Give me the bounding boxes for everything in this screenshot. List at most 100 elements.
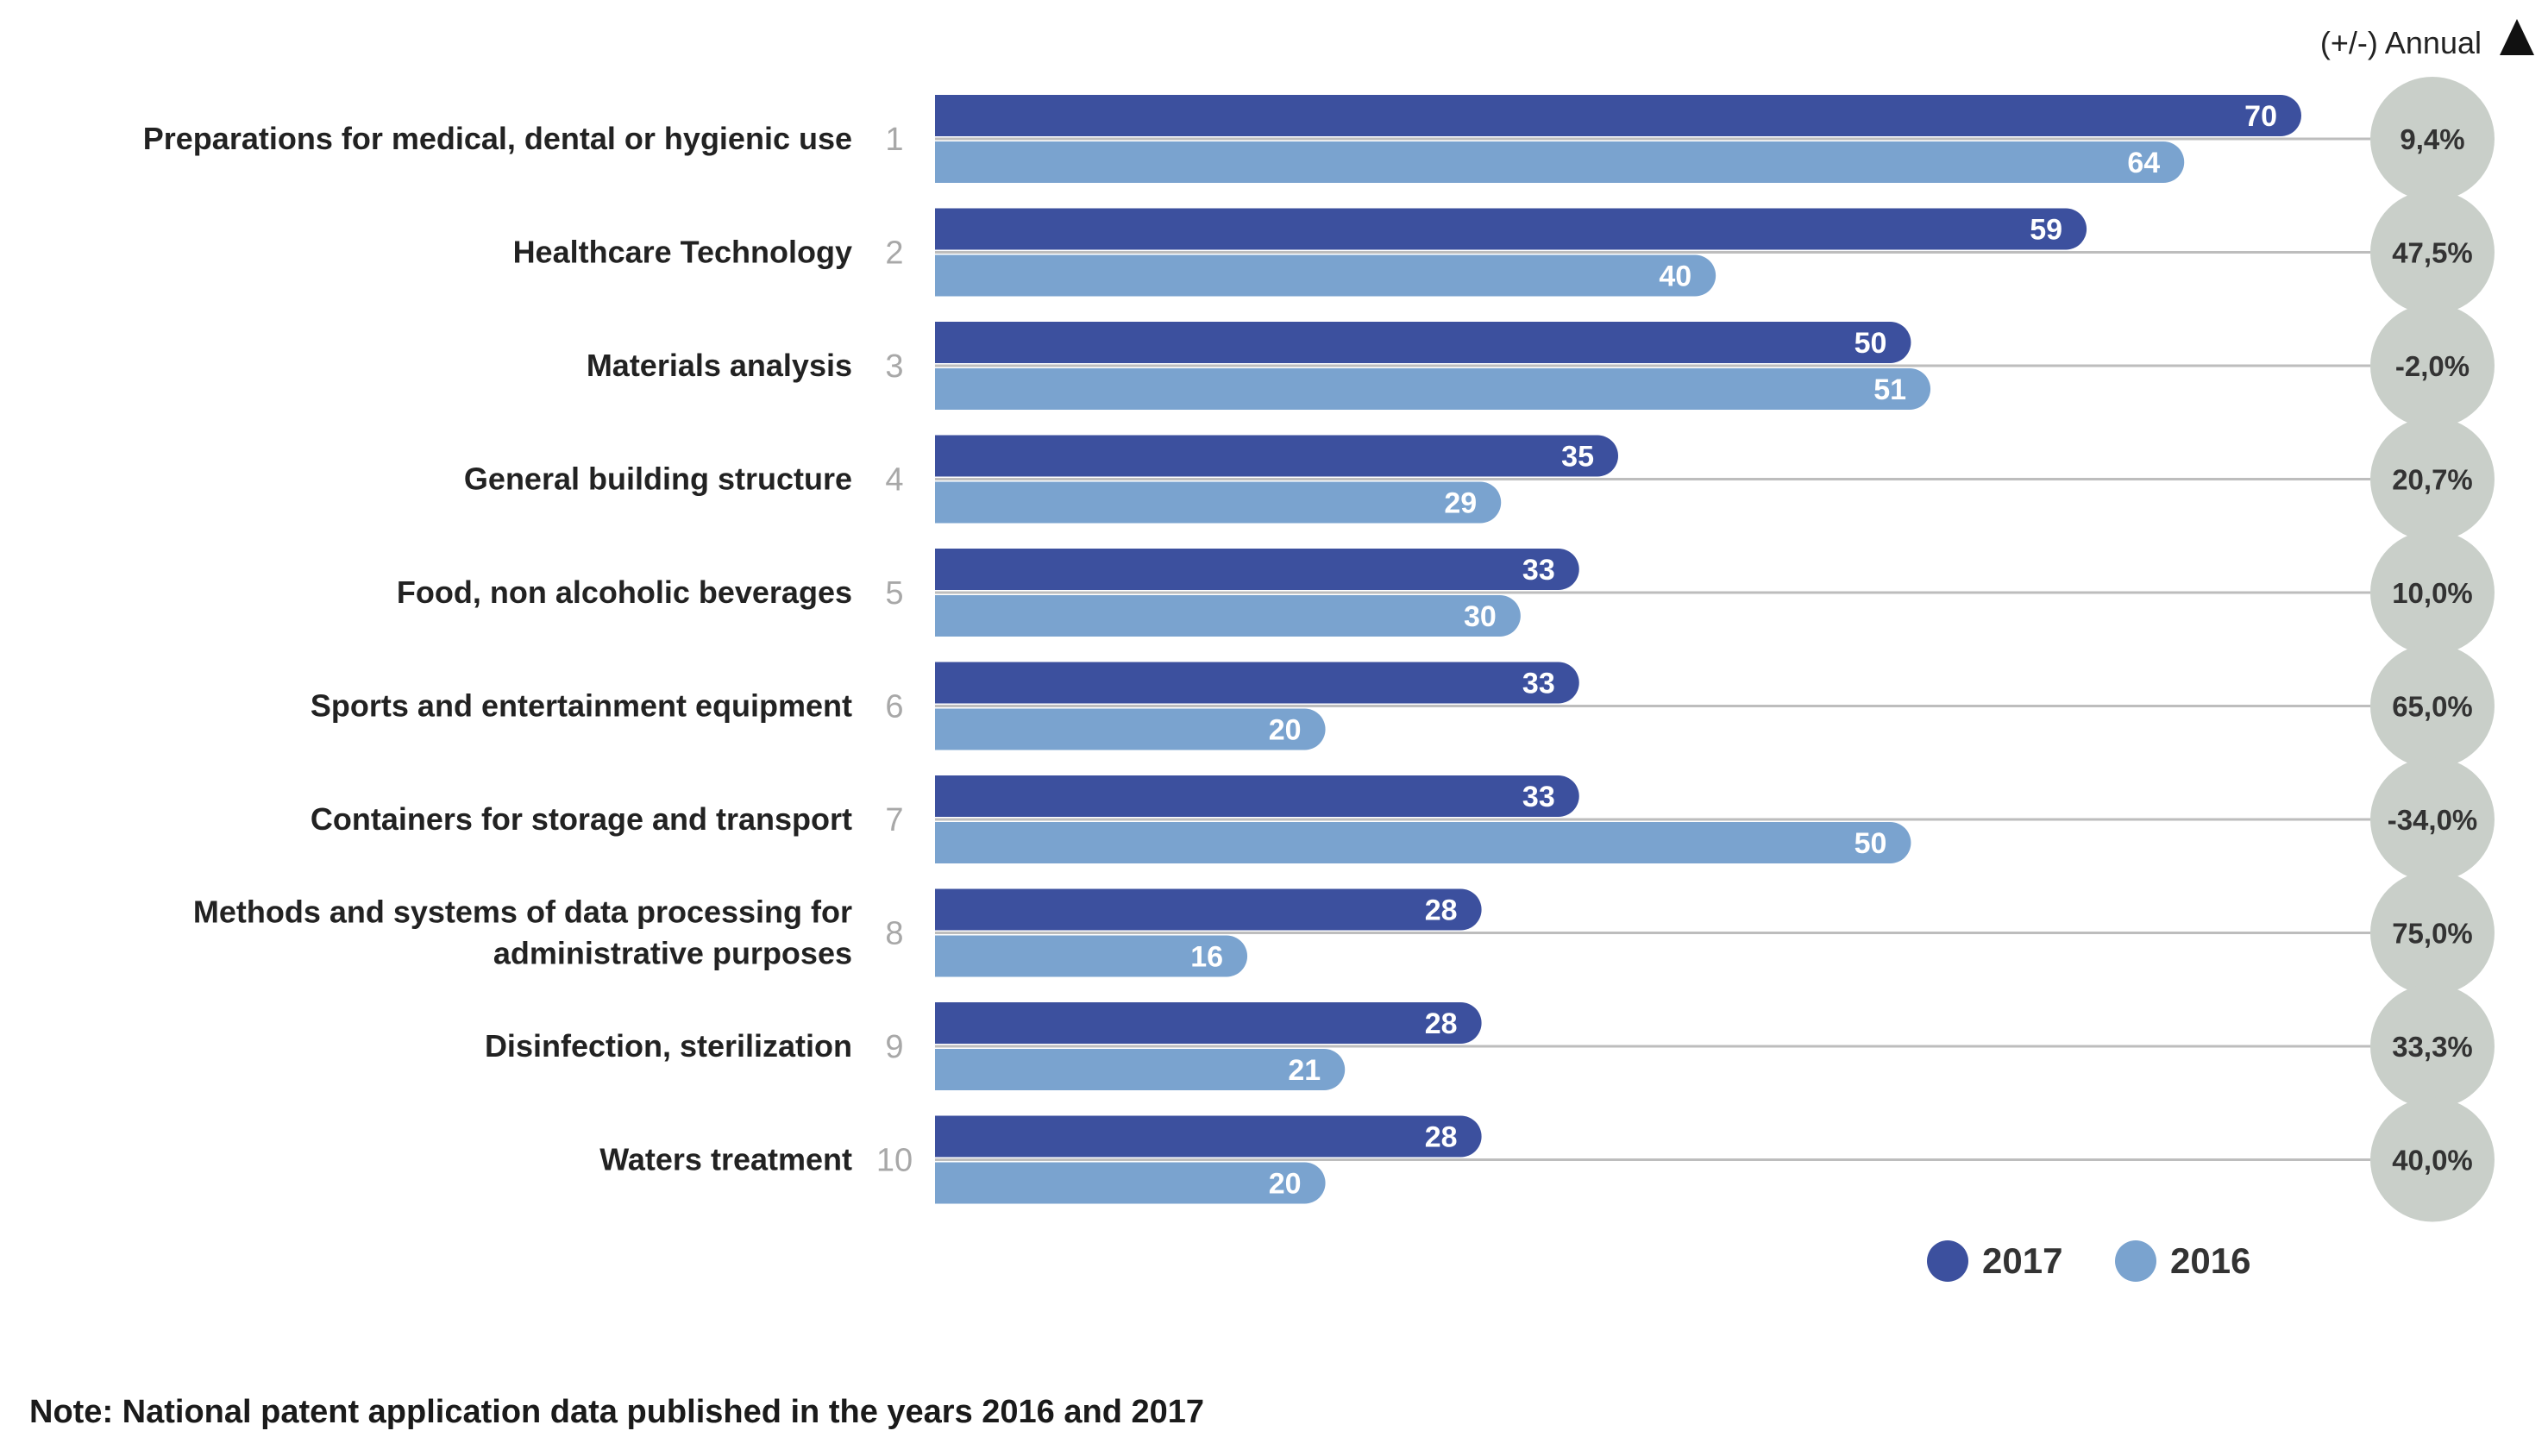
bar-2017 [935, 775, 1579, 817]
rank-number: 7 [885, 802, 903, 838]
bar-2016-value: 51 [1873, 373, 1906, 406]
bar-2017-square-end [935, 322, 976, 363]
bar-2017 [935, 888, 1482, 931]
bar-2016 [935, 141, 2185, 183]
bar-2017-square-end [935, 1115, 976, 1158]
category-label: Waters treatment [599, 1142, 852, 1177]
bar-2017 [935, 322, 1911, 363]
bar-2016-value: 21 [1288, 1054, 1321, 1087]
rank-number: 9 [885, 1029, 903, 1065]
bar-2017-square-end [935, 95, 976, 136]
change-circle [2370, 304, 2495, 428]
bar-2016 [935, 822, 1911, 863]
bar-2017-value: 28 [1425, 1007, 1458, 1040]
category-label: Sports and entertainment equipment [311, 688, 852, 724]
bar-2016-value: 50 [1855, 827, 1887, 860]
rank-number: 1 [885, 122, 903, 158]
annual-change-value: -34,0% [2388, 804, 2478, 836]
rank-number: 5 [885, 575, 903, 612]
bar-2016-square-end [935, 708, 976, 750]
change-circle [2370, 643, 2495, 769]
bar-2016-square-end [935, 254, 976, 297]
change-circle [2370, 77, 2495, 201]
bar-2016-square-end [935, 141, 976, 183]
annual-change-value: 75,0% [2392, 918, 2473, 950]
change-circle [2370, 530, 2495, 655]
category-label: Food, non alcoholic beverages [397, 574, 852, 610]
change-circle [2370, 870, 2495, 995]
bar-2017-value: 28 [1425, 894, 1458, 927]
annual-change-value: 10,0% [2392, 577, 2473, 609]
bar-2017 [935, 95, 2301, 136]
footnote: Note: National patent application data p… [29, 1394, 1205, 1430]
annual-change-value: -2,0% [2395, 350, 2470, 382]
bar-2016-value: 20 [1269, 714, 1302, 747]
category-label: Methods and systems of data processing f… [193, 894, 852, 930]
category-label: Containers for storage and transport [311, 801, 852, 837]
bar-2017-value: 33 [1522, 781, 1555, 813]
category-label: Materials analysis [587, 348, 852, 383]
bar-2016 [935, 595, 1521, 637]
bar-2017 [935, 549, 1579, 590]
legend-swatch-2017 [1927, 1240, 1968, 1282]
bar-2017 [935, 1115, 1482, 1158]
category-label: Disinfection, sterilization [485, 1028, 852, 1064]
annual-change-value: 40,0% [2392, 1145, 2473, 1177]
bar-2016-value: 20 [1269, 1168, 1302, 1201]
category-label: Healthcare Technology [513, 235, 852, 270]
change-circle [2370, 1097, 2495, 1222]
rank-number: 4 [885, 462, 903, 499]
bar-2016 [935, 368, 1931, 410]
bar-2017-value: 70 [2244, 100, 2277, 133]
bar-2016-square-end [935, 935, 976, 977]
bar-2017-square-end [935, 662, 976, 704]
category-label: administrative purposes [493, 936, 852, 971]
bar-2016-square-end [935, 822, 976, 863]
bar-2016-value: 30 [1464, 600, 1497, 633]
bar-2016 [935, 1162, 1326, 1204]
bar-2016-value: 29 [1444, 487, 1477, 520]
bar-2016 [935, 708, 1326, 750]
bar-2017-value: 28 [1425, 1121, 1458, 1154]
bar-2017-value: 35 [1561, 441, 1594, 474]
bar-2017-square-end [935, 435, 976, 477]
rank-number: 3 [885, 348, 903, 385]
bar-2017-square-end [935, 549, 976, 590]
bar-2017-square-end [935, 208, 976, 250]
annual-change-value: 9,4% [2400, 123, 2464, 155]
bar-2016-value: 64 [2127, 147, 2160, 179]
rank-number: 10 [876, 1143, 913, 1179]
annual-change-value: 33,3% [2392, 1031, 2473, 1063]
bar-2016 [935, 1049, 1346, 1090]
rank-number: 8 [885, 916, 903, 952]
bar-2016-square-end [935, 595, 976, 637]
bar-2017 [935, 435, 1618, 477]
bar-2017-square-end [935, 1002, 976, 1044]
bar-2016-square-end [935, 368, 976, 410]
legend-swatch-2016 [2115, 1240, 2156, 1282]
change-circle [2370, 417, 2495, 542]
bar-2017-square-end [935, 888, 976, 931]
sort-triangle-icon [2500, 19, 2534, 55]
annual-change-header: (+/-) Annual [2320, 25, 2482, 60]
bar-2016-value: 16 [1190, 941, 1223, 974]
bar-2017 [935, 662, 1579, 704]
bar-2016 [935, 481, 1502, 524]
bar-2017 [935, 208, 2087, 250]
legend-label-2017: 2017 [1982, 1240, 2062, 1281]
annual-change-value: 65,0% [2392, 691, 2473, 723]
bar-2016-value: 40 [1659, 260, 1691, 293]
bar-2016 [935, 935, 1248, 977]
bar-2016-square-end [935, 1049, 976, 1090]
bar-2017-value: 33 [1522, 668, 1555, 700]
category-label: General building structure [464, 461, 852, 497]
rank-number: 6 [885, 689, 903, 725]
bar-2016-square-end [935, 1162, 976, 1204]
category-label: Preparations for medical, dental or hygi… [143, 121, 852, 156]
bar-2017-value: 59 [2030, 214, 2062, 247]
change-circle [2370, 984, 2495, 1108]
change-circle [2370, 757, 2495, 882]
bar-2017-value: 33 [1522, 554, 1555, 587]
bar-2017-value: 50 [1855, 327, 1887, 360]
